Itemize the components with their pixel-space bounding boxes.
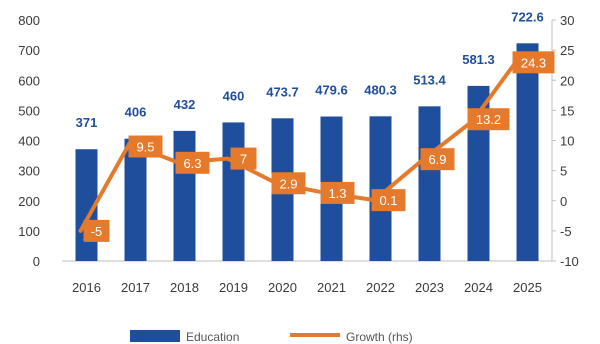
y-right-tick-label: 30: [560, 13, 574, 28]
y-right-tick-label: 20: [560, 73, 574, 88]
y-right-tick-label: 5: [560, 164, 567, 179]
x-tick-label: 2017: [121, 280, 150, 295]
y-left-tick-label: 500: [18, 103, 40, 118]
y-right-tick-label: 15: [560, 103, 574, 118]
y-left-tick-label: 0: [33, 254, 40, 269]
legend-education-swatch: [130, 330, 180, 342]
growth-label-box: [83, 219, 110, 242]
y-left-tick-label: 800: [18, 13, 40, 28]
growth-label-box: [467, 108, 510, 131]
education-bar: [222, 122, 245, 261]
y-left-tick-label: 300: [18, 164, 40, 179]
x-tick-label: 2020: [268, 280, 297, 295]
growth-label-box: [271, 172, 306, 195]
x-tick-label: 2025: [513, 280, 542, 295]
education-bar: [124, 138, 147, 261]
y-right-tick-label: -5: [560, 224, 572, 239]
legend-growth-label: Growth (rhs): [346, 330, 413, 344]
axes: 0100200300400500600700800-10-50510152025…: [18, 13, 579, 295]
education-bar: [516, 43, 539, 262]
growth-label: 6.3: [183, 156, 201, 171]
growth-label: 24.3: [521, 55, 546, 70]
education-bar-label: 479.6: [315, 83, 348, 98]
growth-label-box: [128, 135, 163, 158]
education-bar: [173, 130, 196, 261]
education-bar-label: 473.7: [266, 84, 299, 99]
education-bar-label: 722.6: [511, 9, 544, 24]
y-right-tick-label: 25: [560, 43, 574, 58]
y-left-tick-label: 200: [18, 194, 40, 209]
x-tick-label: 2019: [219, 280, 248, 295]
education-bar-label: 460: [223, 88, 245, 103]
growth-label-box: [175, 151, 210, 174]
education-bar-label: 406: [125, 105, 147, 120]
y-right-tick-label: 0: [560, 194, 567, 209]
growth-label-box: [320, 181, 355, 204]
x-tick-label: 2023: [415, 280, 444, 295]
education-bar: [369, 116, 392, 261]
x-tick-label: 2022: [366, 280, 395, 295]
legend: Education Growth (rhs): [130, 330, 413, 344]
growth-label-box: [420, 148, 455, 171]
growth-label: 1.3: [328, 186, 346, 201]
y-right-tick-label: 10: [560, 134, 574, 149]
education-bar-label: 432: [174, 97, 196, 112]
growth-label: -5: [91, 224, 103, 239]
x-tick-label: 2024: [464, 280, 493, 295]
x-tick-label: 2016: [72, 280, 101, 295]
y-left-tick-label: 700: [18, 43, 40, 58]
data-labels: 371 406 432 460 473.7 479.6 480.3 513.4 581.3 722…: [76, 9, 555, 242]
growth-label: 13.2: [476, 112, 501, 127]
growth-label-box: [371, 189, 406, 212]
x-tick-label: 2021: [317, 280, 346, 295]
growth-label: 7: [240, 152, 247, 167]
growth-label-box: [230, 147, 257, 170]
y-left-tick-label: 400: [18, 134, 40, 149]
growth-label-box: [512, 51, 555, 74]
education-bar-label: 480.3: [364, 82, 397, 97]
y-left-tick-label: 600: [18, 73, 40, 88]
x-tick-label: 2018: [170, 280, 199, 295]
y-left-tick-label: 100: [18, 224, 40, 239]
education-bar-label: 581.3: [462, 52, 495, 67]
y-right-tick-label: -10: [560, 254, 579, 269]
growth-label: 9.5: [136, 140, 154, 155]
education-bar-label: 371: [76, 115, 98, 130]
education-bar-label: 513.4: [413, 72, 446, 87]
legend-education-label: Education: [186, 330, 239, 344]
education-bar: [418, 106, 441, 261]
growth-label: 0.1: [379, 193, 397, 208]
growth-label: 6.9: [428, 152, 446, 167]
growth-label: 2.9: [279, 176, 297, 191]
